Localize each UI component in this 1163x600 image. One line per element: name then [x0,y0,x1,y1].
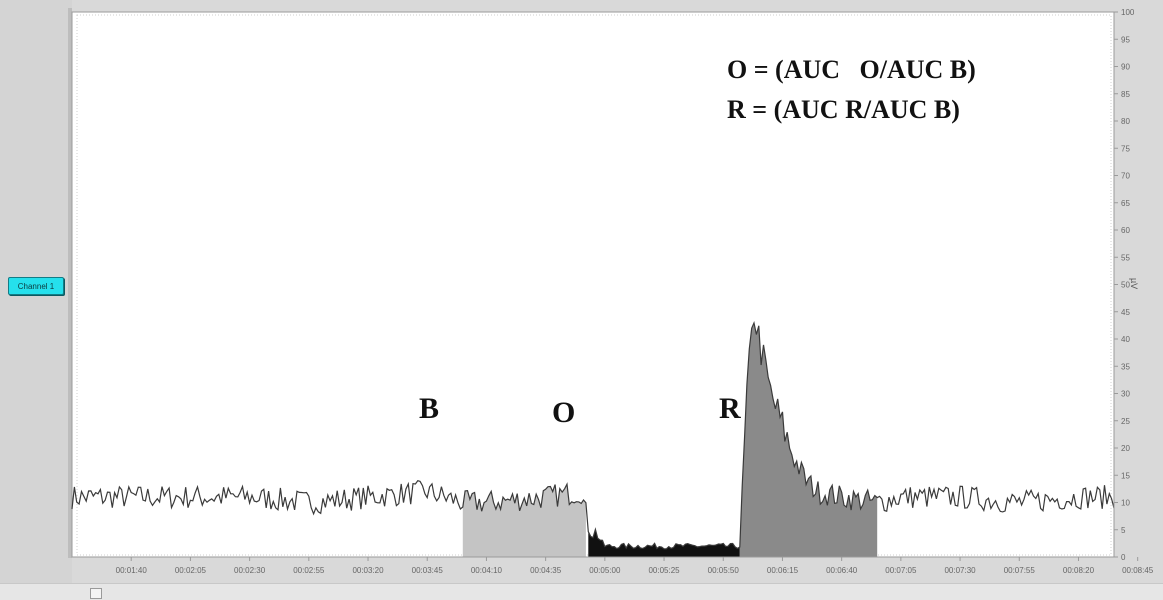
x-tick-label: 00:02:55 [293,566,325,575]
y-tick-label: 20 [1121,444,1130,453]
left-gutter [0,0,72,599]
region-area-r [739,322,878,557]
y-tick-label: 90 [1121,63,1130,72]
signal-trace [71,320,1115,550]
x-tick-label: 00:02:30 [234,566,266,575]
x-tick-label: 00:07:55 [1004,566,1036,575]
y-tick-label: 95 [1121,35,1130,44]
x-tick-label: 00:05:25 [648,566,680,575]
plot-area [71,11,1115,558]
x-tick-label: 00:06:15 [767,566,799,575]
x-axis-ticks: 00:01:40 00:02:05 00:02:30 00:02:55 00:03:20… [116,557,1154,575]
y-tick-label: 70 [1121,172,1130,181]
y-axis-ticks: 0 5 10 15 20 25 30 35 40 45 50 55 60 65 70 75 80 85 90 95 10… [1114,8,1135,562]
x-tick-label: 00:06:40 [826,566,858,575]
region-label-b: B [419,392,440,425]
y-tick-label: 30 [1121,390,1130,399]
x-tick-label: 00:08:20 [1063,566,1095,575]
y-tick-label: 40 [1121,335,1130,344]
x-tick-label: 00:03:20 [352,566,384,575]
y-tick-label: 85 [1121,90,1130,99]
y-tick-label: 100 [1121,8,1135,17]
y-tick-label: 80 [1121,117,1130,126]
y-tick-label: 60 [1121,226,1130,235]
region-label-o: O [552,396,576,429]
x-tick-label: 00:07:30 [944,566,976,575]
x-tick-label: 00:01:40 [116,566,148,575]
x-tick-label: 00:08:45 [1122,566,1154,575]
y-tick-label: 35 [1121,362,1130,371]
formula-o: O = (AUC O/AUC B) [727,55,976,84]
scrollbar-thumb[interactable] [90,588,102,599]
y-tick-label: 5 [1121,526,1126,535]
y-tick-label: 50 [1121,281,1130,290]
x-tick-label: 00:05:00 [589,566,621,575]
y-tick-label: 55 [1121,253,1130,262]
horizontal-scrollbar[interactable] [0,583,1163,600]
x-tick-label: 00:02:05 [175,566,207,575]
region-area-o [588,529,740,557]
y-tick-label: 25 [1121,417,1130,426]
left-rail [68,8,72,558]
region-area-b [462,484,586,557]
x-tick-label: 00:04:10 [471,566,503,575]
x-tick-label: 00:05:50 [708,566,740,575]
x-tick-label: 00:07:05 [885,566,917,575]
y-tick-label: 65 [1121,199,1130,208]
x-tick-label: 00:03:45 [412,566,444,575]
auc-regions [462,322,878,557]
y-tick-label: 0 [1121,553,1126,562]
y-tick-label: 75 [1121,144,1130,153]
channel-1-button[interactable]: Channel 1 [8,277,64,295]
y-tick-label: 45 [1121,308,1130,317]
y-axis-unit-label: µV [1129,278,1139,290]
region-label-r: R [719,392,741,425]
formula-r: R = (AUC R/AUC B) [727,95,960,124]
y-tick-label: 15 [1121,471,1130,480]
x-tick-label: 00:04:35 [530,566,562,575]
y-tick-label: 10 [1121,499,1130,508]
